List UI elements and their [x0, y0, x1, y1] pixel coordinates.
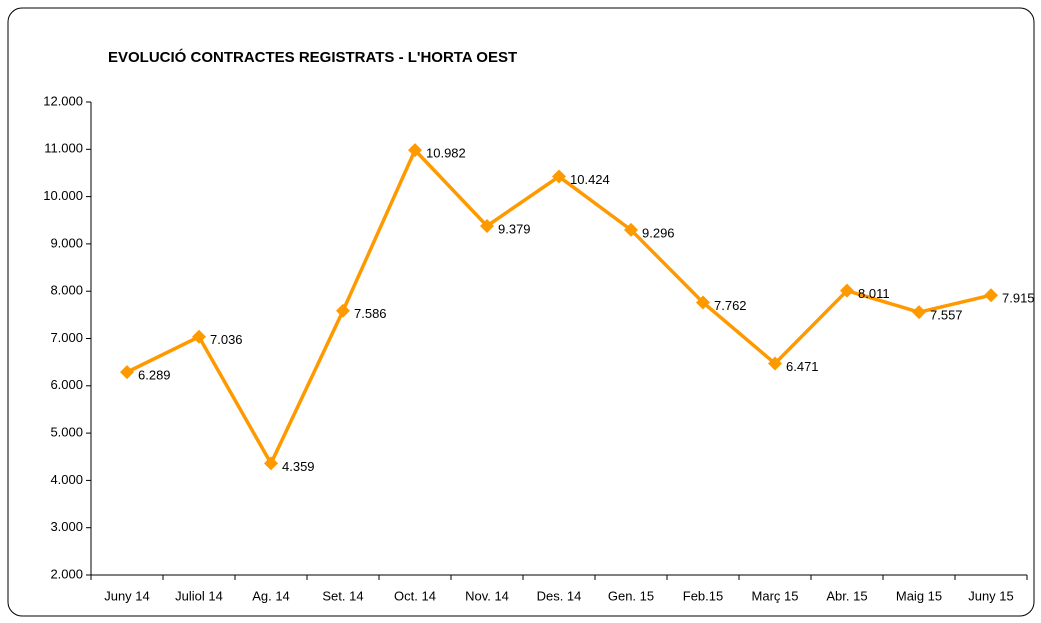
data-label: 7.586	[354, 306, 387, 321]
y-tick-label: 5.000	[50, 425, 83, 440]
marker	[336, 303, 350, 318]
data-label: 9.296	[642, 225, 675, 240]
x-tick-label: Gen. 15	[608, 588, 654, 603]
x-tick-label: Oct. 14	[394, 588, 436, 603]
marker	[696, 295, 710, 310]
marker	[912, 305, 926, 320]
marker	[480, 218, 494, 233]
marker	[408, 143, 422, 158]
x-tick-label: Juliol 14	[175, 588, 223, 603]
y-tick-label: 11.000	[44, 141, 83, 156]
y-tick-label: 3.000	[50, 519, 83, 534]
chart-title: EVOLUCIÓ CONTRACTES REGISTRATS - L'HORTA…	[108, 48, 517, 66]
data-label: 8.011	[858, 286, 890, 301]
data-label: 7.036	[210, 332, 243, 347]
x-tick-label: Maig 15	[896, 588, 942, 603]
y-tick-label: 4.000	[50, 472, 83, 487]
y-tick-label: 10.000	[43, 188, 83, 203]
marker	[840, 283, 854, 298]
x-tick-label: Feb.15	[683, 588, 723, 603]
marker	[984, 288, 998, 303]
data-label: 6.471	[786, 359, 819, 374]
marker	[192, 329, 206, 344]
chart-frame	[7, 7, 1035, 617]
x-tick-label: Set. 14	[322, 588, 363, 603]
data-label: 6.289	[138, 368, 171, 383]
x-tick-label: Ag. 14	[252, 588, 290, 603]
marker	[624, 222, 638, 237]
data-label: 9.379	[498, 221, 531, 236]
y-tick-label: 2.000	[50, 566, 83, 581]
data-label: 4.359	[282, 459, 315, 474]
data-label: 10.982	[426, 146, 466, 161]
x-tick-label: Abr. 15	[826, 588, 867, 603]
data-label: 7.915	[1002, 291, 1035, 306]
data-label: 10.424	[570, 172, 610, 187]
x-tick-label: Març 15	[752, 588, 799, 603]
y-tick-label: 8.000	[50, 283, 83, 298]
y-tick-label: 9.000	[50, 235, 83, 250]
marker	[552, 169, 566, 184]
data-label: 7.762	[714, 298, 747, 313]
y-tick-label: 6.000	[50, 377, 83, 392]
x-tick-label: Juny 14	[104, 588, 150, 603]
y-tick-label: 12.000	[43, 93, 83, 108]
x-tick-label: Juny 15	[968, 588, 1014, 603]
marker	[264, 456, 278, 471]
marker	[120, 365, 134, 380]
marker	[768, 356, 782, 371]
x-tick-label: Nov. 14	[465, 588, 509, 603]
x-tick-label: Des. 14	[537, 588, 582, 603]
data-label: 7.557	[930, 308, 963, 323]
y-tick-label: 7.000	[50, 330, 83, 345]
